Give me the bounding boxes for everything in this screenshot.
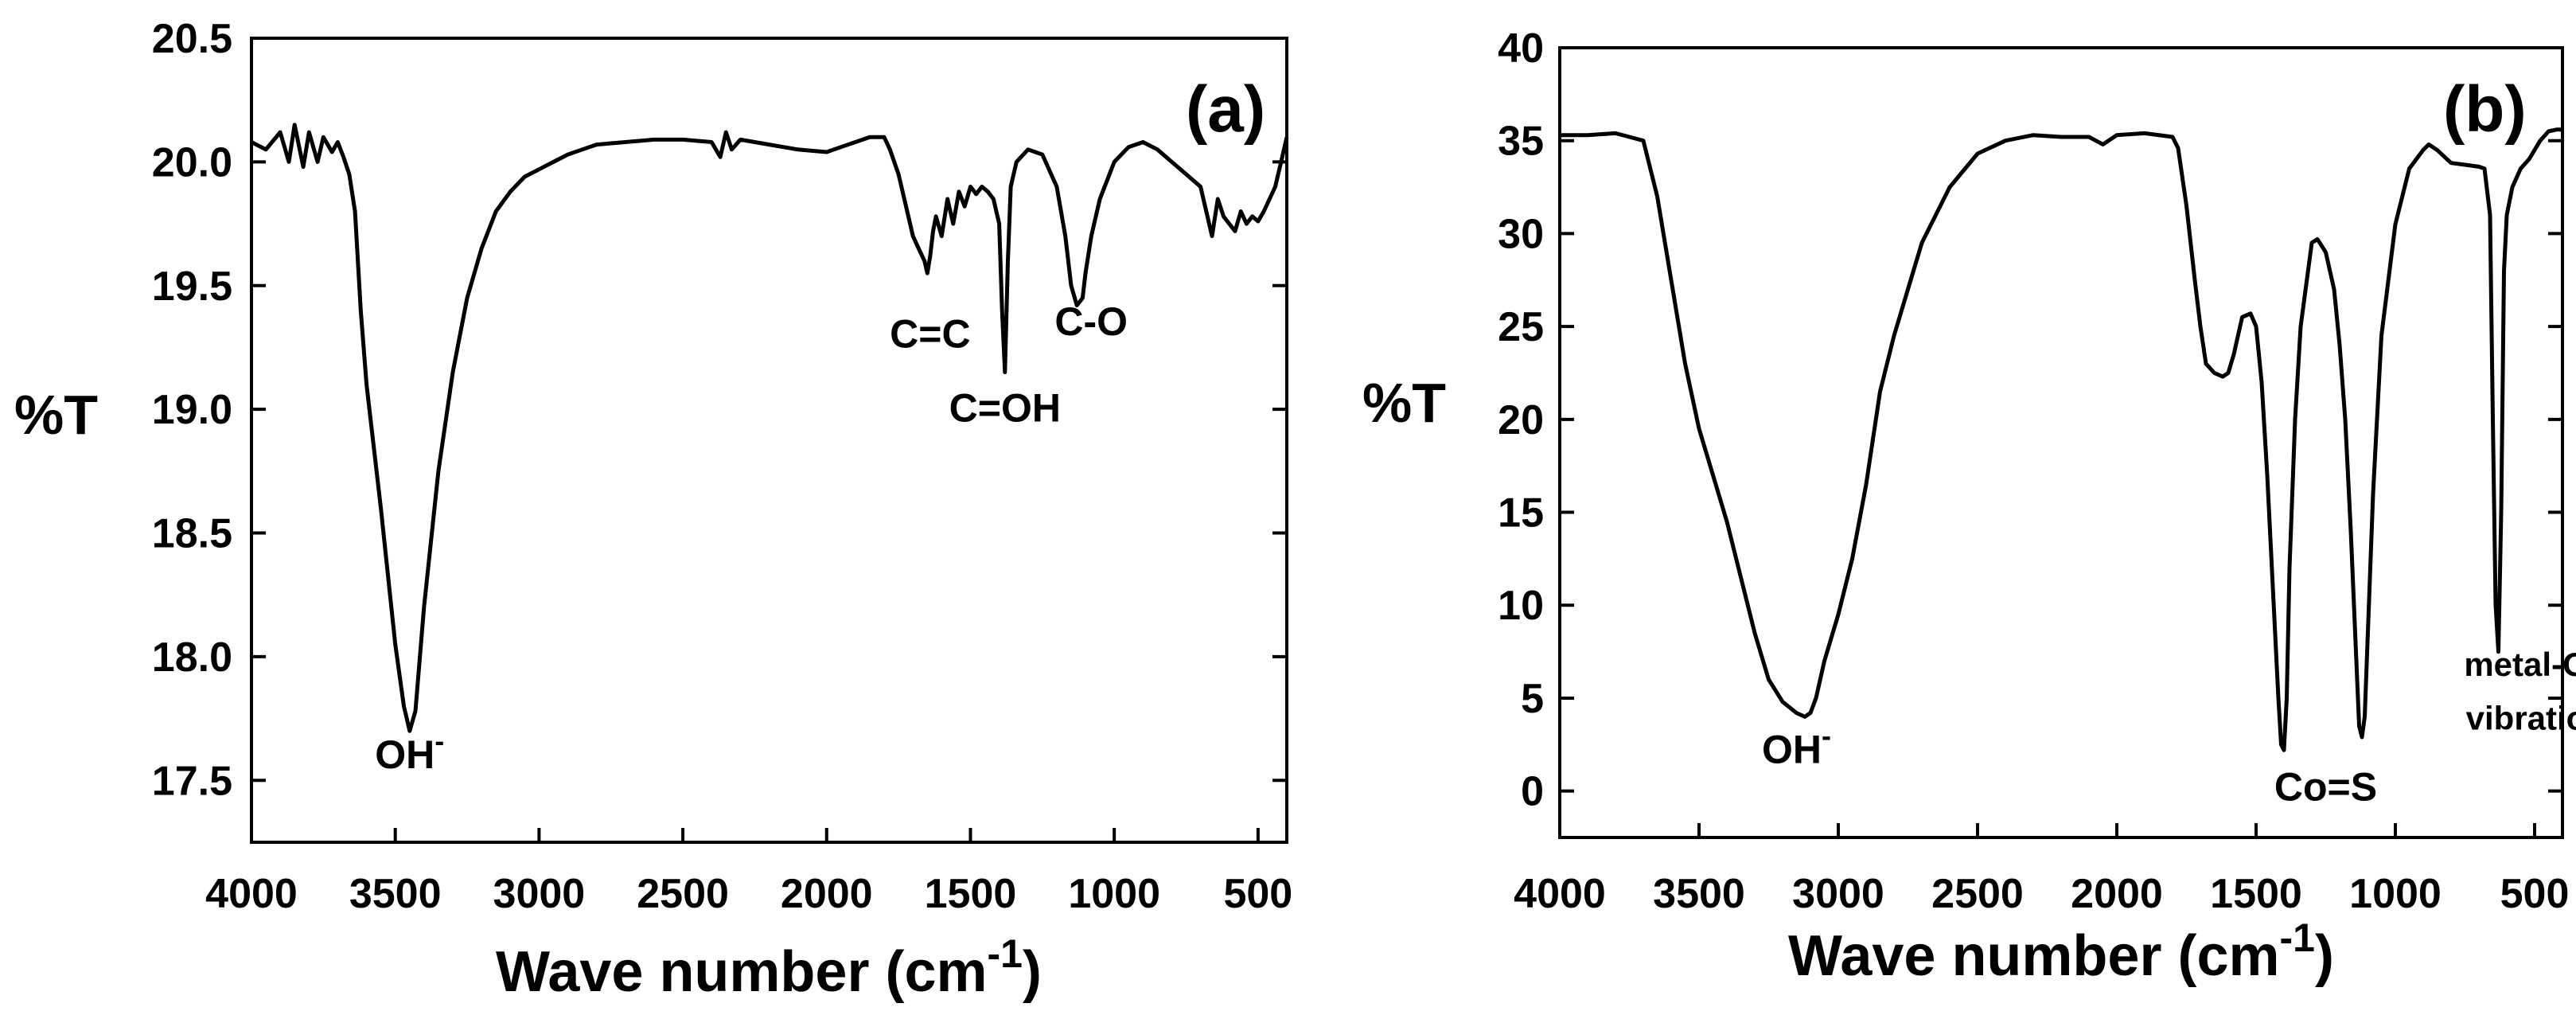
- annotation-text: metal-O: [2464, 646, 2576, 683]
- y-tick-label: 5: [1521, 676, 1544, 722]
- y-axis-title-a-text: %T: [14, 384, 98, 446]
- y-tick-label: 20.0: [152, 139, 232, 185]
- x-tick-label: 3000: [1792, 871, 1884, 917]
- spectrum-line-b: [1560, 127, 2562, 752]
- annotations-b: OH- Co=S metal-O vibrations: [1762, 646, 2576, 809]
- x-tick-label: 4000: [205, 871, 298, 917]
- annotation-label: OH-: [1762, 720, 1831, 772]
- y-tick-label: 20.5: [152, 16, 232, 62]
- y-axis-title-b-text: %T: [1362, 372, 1446, 434]
- x-axis-title-b: Wave number (cm-1): [1788, 915, 2334, 988]
- annotations-a: OH- C=C C=OH C-O: [375, 299, 1128, 777]
- x-tick-label: 3000: [493, 871, 586, 917]
- plot-frame-a: [250, 37, 1288, 844]
- y-tick-label: 40: [1498, 25, 1544, 72]
- plot-frame-b: [1558, 46, 2564, 839]
- x-axis-title-a: Wave number (cm-1): [496, 931, 1042, 1004]
- x-axis-title-b-suffix: ): [2315, 924, 2334, 988]
- y-tick-label: 18.5: [152, 511, 232, 557]
- x-tick-label: 2000: [781, 871, 873, 917]
- y-tick-label: 17.5: [152, 758, 232, 804]
- annotation-text: C=C: [890, 311, 970, 356]
- annotation-label: C-O: [1054, 299, 1128, 344]
- x-axis-title-a-suffix: ): [1023, 940, 1042, 1004]
- x-tick-label: 1000: [1068, 871, 1160, 917]
- x-tick-label: 1000: [2349, 871, 2442, 917]
- x-tick-label: 500: [2500, 871, 2570, 917]
- annotation-text: vibrations: [2466, 700, 2576, 737]
- y-tick-label: 18.0: [152, 634, 232, 681]
- y-tick-label: 25: [1498, 304, 1544, 350]
- annotation-text: Co=S: [2274, 764, 2377, 809]
- x-tick-label: 2000: [2071, 871, 2163, 917]
- x-axis-title-b-sup: -1: [2280, 915, 2315, 960]
- annotation-superscript: -: [435, 724, 444, 757]
- x-axis-title-a-sup: -1: [988, 931, 1023, 976]
- annotation-label: OH-: [375, 724, 444, 777]
- y-axis-title-b: %T: [1362, 372, 1446, 434]
- y-axis-title-a: %T: [14, 384, 98, 446]
- annotation-label: C=OH: [949, 386, 1061, 431]
- annotation-label: Co=S: [2274, 764, 2377, 809]
- y-ticks-b: 0 5 10 15 20 25 30 35 40: [1498, 25, 2562, 815]
- annotation-label: metal-O: [2464, 646, 2576, 683]
- x-tick-label: 500: [1223, 871, 1292, 917]
- x-ticks-b: 4000 3500 3000 2500 2000 1500 1000 500: [1514, 823, 2569, 917]
- chart-b: 4000 3500 3000 2500 2000 1500 1000 500 0 5 10 15 20…: [1362, 25, 2576, 988]
- x-tick-label: 2500: [1931, 871, 2024, 917]
- x-axis-title-a-text: Wave number (cm: [496, 940, 987, 1004]
- x-tick-label: 2500: [637, 871, 729, 917]
- y-tick-label: 19.0: [152, 387, 232, 433]
- spectrum-line-a: [250, 123, 1289, 733]
- annotation-label: vibrations: [2466, 700, 2576, 737]
- x-ticks-a: 4000 3500 3000 2500 2000 1500 1000 500: [205, 828, 1292, 917]
- x-tick-label: 3500: [349, 871, 442, 917]
- annotation-text: OH: [1762, 728, 1822, 772]
- x-tick-label: 1500: [925, 871, 1017, 917]
- annotation-superscript: -: [1822, 720, 1831, 752]
- annotation-text: OH: [375, 732, 435, 777]
- y-tick-label: 15: [1498, 490, 1544, 537]
- x-tick-label: 3500: [1653, 871, 1745, 917]
- annotation-text: C=OH: [949, 386, 1061, 431]
- x-tick-label: 4000: [1514, 871, 1606, 917]
- panel-label-b: (b): [2443, 73, 2527, 146]
- y-tick-label: 0: [1521, 769, 1544, 815]
- y-tick-label: 35: [1498, 119, 1544, 165]
- panel-label-a: (a): [1186, 73, 1265, 146]
- x-tick-label: 1500: [2210, 871, 2302, 917]
- y-tick-label: 10: [1498, 583, 1544, 629]
- y-tick-label: 20: [1498, 397, 1544, 443]
- y-ticks-a: 17.5 18.0 18.5 19.0 19.5 20.0 20.5: [152, 16, 1287, 804]
- x-axis-title-b-text: Wave number (cm: [1788, 924, 2279, 988]
- y-tick-label: 19.5: [152, 264, 232, 310]
- y-tick-label: 30: [1498, 211, 1544, 257]
- annotation-label: C=C: [890, 311, 970, 356]
- chart-a: 4000 3500 3000 2500 2000 1500 1000 500 17.5 18.0…: [14, 16, 1292, 1004]
- annotation-text: C-O: [1054, 299, 1128, 344]
